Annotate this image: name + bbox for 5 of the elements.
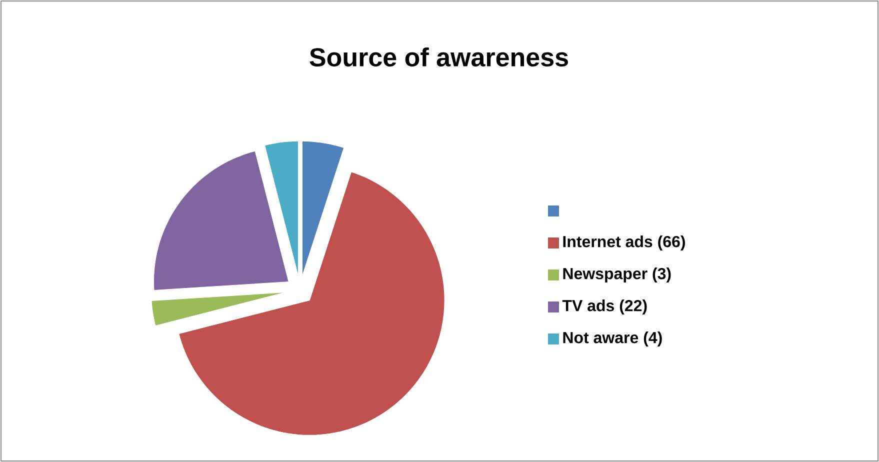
legend-label: Internet ads (66): [563, 236, 685, 250]
legend-label: TV ads (22): [562, 300, 647, 314]
legend-label: Not aware (4): [563, 332, 662, 346]
legend-label: Newspaper (3): [563, 268, 671, 282]
chart-title: Source of awareness: [310, 47, 568, 67]
